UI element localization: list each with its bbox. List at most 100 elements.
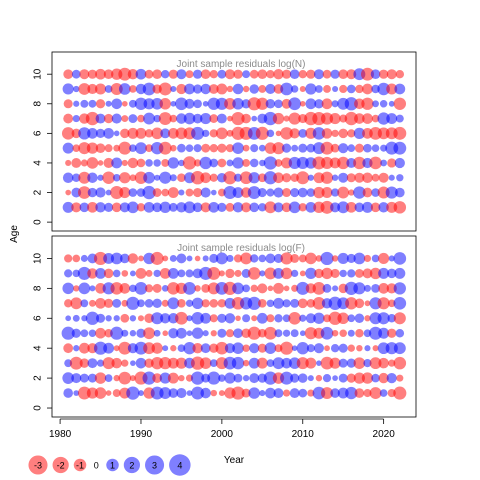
residual-bubble	[321, 128, 333, 139]
legend-bubble	[169, 454, 191, 476]
residual-bubble	[296, 342, 309, 355]
residual-bubble	[192, 202, 203, 213]
residual-bubble	[281, 69, 292, 79]
residual-bubble	[85, 111, 100, 126]
residual-bubble	[298, 128, 308, 138]
residual-bubble	[176, 69, 187, 80]
residual-bubble	[121, 299, 129, 307]
residual-bubble	[266, 299, 275, 308]
residual-bubble	[298, 143, 308, 153]
residual-bubble	[86, 387, 99, 399]
residual-bubble	[378, 202, 389, 213]
residual-bubble	[190, 371, 205, 385]
residual-bubble	[135, 127, 147, 139]
residual-bubble	[65, 189, 71, 196]
residual-bubble	[97, 160, 104, 166]
residual-bubble	[134, 97, 148, 110]
residual-bubble	[136, 158, 146, 168]
residual-bubble	[72, 173, 81, 182]
residual-bubble	[193, 99, 202, 109]
residual-bubble	[87, 128, 98, 139]
residual-bubble	[136, 328, 146, 338]
residual-bubble	[282, 389, 291, 397]
residual-bubble	[127, 127, 139, 139]
residual-bubble	[167, 282, 180, 295]
residual-bubble	[232, 342, 244, 354]
residual-bubble	[200, 187, 211, 198]
residual-bubble	[104, 85, 113, 93]
residual-bubble	[134, 171, 148, 184]
residual-bubble	[102, 357, 115, 370]
residual-bubble	[70, 297, 83, 310]
residual-bubble	[280, 82, 293, 96]
residual-bubble	[387, 314, 396, 323]
residual-bubble	[143, 98, 155, 110]
residual-bubble	[344, 97, 358, 111]
legend-bubble	[106, 458, 119, 472]
residual-bubble	[87, 69, 98, 79]
legend-bubble	[145, 455, 165, 475]
residual-bubble	[127, 201, 139, 214]
residual-bubble	[281, 143, 292, 153]
residual-bubble	[371, 283, 380, 293]
residual-bubble	[263, 171, 277, 185]
residual-bubble	[380, 144, 388, 152]
residual-bubble	[103, 342, 115, 354]
residual-bubble	[62, 282, 74, 295]
residual-bubble	[176, 113, 187, 124]
residual-bubble	[209, 299, 219, 308]
residual-bubble	[330, 202, 341, 213]
residual-bubble	[80, 99, 89, 108]
residual-bubble	[306, 188, 316, 197]
residual-bubble	[267, 285, 274, 292]
residual-bubble	[223, 186, 237, 200]
residual-bubble	[110, 282, 123, 295]
residual-bubble	[378, 357, 389, 369]
residual-bubble	[85, 311, 100, 325]
residual-bubble	[192, 69, 203, 79]
residual-bubble	[227, 115, 233, 122]
residual-bubble	[280, 371, 294, 385]
residual-bubble	[330, 188, 340, 197]
residual-bubble	[306, 69, 316, 79]
residual-bubble	[371, 114, 380, 123]
residual-bubble	[339, 269, 347, 278]
residual-bubble	[209, 253, 219, 264]
legend-bubble	[73, 458, 87, 472]
residual-bubble	[120, 313, 130, 323]
residual-bubble	[299, 330, 306, 337]
residual-bubble	[288, 97, 302, 111]
residual-bubble	[338, 143, 349, 154]
residual-bubble	[353, 372, 365, 384]
residual-bubble	[167, 128, 179, 139]
residual-bubble	[78, 171, 91, 184]
residual-bubble	[224, 372, 236, 384]
residual-bubble	[313, 69, 324, 80]
residual-bubble	[296, 357, 309, 370]
residual-bubble	[266, 314, 275, 323]
residual-bubble	[160, 313, 171, 324]
residual-bubble	[143, 201, 155, 213]
residual-bubble	[135, 268, 147, 279]
residual-bubble	[194, 285, 201, 292]
residual-bubble	[217, 328, 227, 338]
residual-bubble	[396, 374, 404, 382]
residual-bubble	[185, 70, 194, 79]
residual-bubble	[378, 267, 390, 279]
residual-bubble	[338, 69, 349, 80]
residual-bubble	[207, 266, 221, 280]
residual-bubble	[86, 142, 99, 154]
y-tick-label: 4	[33, 345, 44, 351]
residual-bubble	[282, 314, 291, 323]
residual-bubble	[144, 129, 154, 138]
residual-bubble	[369, 357, 382, 370]
residual-bubble	[242, 70, 251, 79]
residual-bubble	[167, 357, 179, 369]
residual-bubble	[274, 314, 283, 323]
residual-bubble	[232, 98, 244, 110]
residual-bubble	[71, 328, 81, 338]
y-tick-label: 0	[33, 405, 44, 411]
residual-bubble	[186, 390, 193, 396]
residual-bubble	[113, 315, 120, 322]
residual-bubble	[103, 69, 114, 80]
